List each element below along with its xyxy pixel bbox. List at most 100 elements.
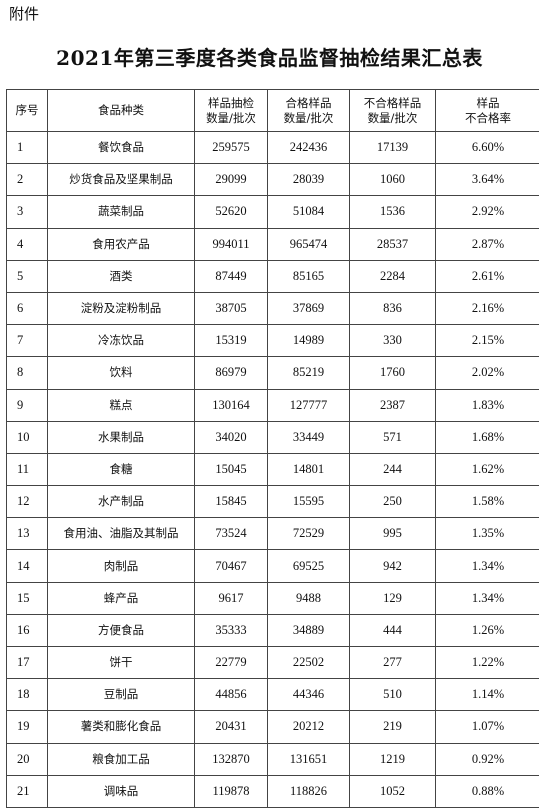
cell-seq: 20 [6, 742, 48, 776]
cell-unqualified: 1760 [349, 356, 436, 390]
cell-category: 方便食品 [47, 613, 195, 648]
table-header: 序号 食品种类 样品抽检 数量/批次 合格样品 数量/批次 不合格样品 数量/批… [6, 89, 539, 132]
cell-unqualified: 277 [349, 645, 436, 680]
table-row: 5 酒类 87449 85165 2284 2.61% [6, 259, 539, 293]
cell-qualified: 9488 [267, 581, 350, 615]
cell-seq: 7 [6, 324, 48, 358]
cell-rate: 1.34% [435, 549, 539, 583]
cell-seq: 1 [6, 130, 48, 165]
cell-seq: 4 [6, 227, 48, 261]
table-row: 7 冷冻饮品 15319 14989 330 2.15% [6, 324, 539, 358]
table-row: 3 蔬菜制品 52620 51084 1536 2.92% [6, 195, 539, 229]
cell-qualified: 28039 [267, 163, 350, 197]
cell-qualified: 131651 [267, 742, 350, 776]
cell-seq: 11 [6, 452, 48, 487]
cell-rate: 1.34% [435, 581, 539, 615]
cell-seq: 10 [6, 420, 48, 454]
cell-qualified: 20212 [267, 710, 350, 744]
header-seq-label: 序号 [15, 103, 39, 117]
header-sampled: 样品抽检 数量/批次 [194, 89, 268, 132]
header-rate-line2: 不合格率 [465, 110, 511, 125]
cell-seq: 21 [6, 774, 48, 808]
table-row: 21 调味品 119878 118826 1052 0.88% [6, 774, 539, 808]
cell-rate: 1.22% [435, 645, 539, 680]
cell-qualified: 44346 [267, 678, 350, 712]
header-qualified-line1: 合格样品 [285, 95, 332, 110]
cell-sampled: 38705 [194, 291, 268, 326]
table-row: 20 粮食加工品 132870 131651 1219 0.92% [6, 742, 539, 776]
cell-seq: 6 [6, 291, 48, 326]
cell-seq: 3 [6, 195, 48, 229]
cell-category: 饮料 [47, 356, 195, 390]
table-row: 10 水果制品 34020 33449 571 1.68% [6, 420, 539, 454]
cell-seq: 9 [6, 388, 48, 422]
cell-category: 蔬菜制品 [47, 195, 195, 229]
cell-rate: 0.92% [435, 742, 539, 776]
cell-qualified: 14989 [267, 324, 350, 358]
table-row: 19 薯类和膨化食品 20431 20212 219 1.07% [6, 710, 539, 744]
cell-rate: 1.35% [435, 517, 539, 551]
header-sampled-line1: 样品抽检 [208, 95, 254, 110]
cell-unqualified: 510 [349, 678, 436, 712]
cell-sampled: 132870 [194, 742, 268, 776]
cell-rate: 2.61% [435, 259, 539, 293]
cell-rate: 0.88% [435, 774, 539, 808]
cell-unqualified: 330 [349, 324, 436, 358]
cell-rate: 6.60% [435, 130, 539, 165]
cell-qualified: 34889 [267, 613, 350, 648]
header-rate-line1: 样品 [476, 95, 500, 110]
cell-qualified: 22502 [267, 645, 350, 680]
table-row: 8 饮料 86979 85219 1760 2.02% [6, 356, 539, 390]
cell-unqualified: 250 [349, 485, 436, 519]
cell-qualified: 37869 [267, 291, 350, 326]
cell-category: 粮食加工品 [47, 742, 195, 776]
cell-category: 水果制品 [47, 420, 195, 454]
cell-category: 餐饮食品 [47, 130, 195, 165]
cell-unqualified: 1060 [349, 163, 436, 197]
table-row: 13 食用油、油脂及其制品 73524 72529 995 1.35% [6, 517, 539, 551]
cell-category: 薯类和膨化食品 [47, 710, 195, 744]
summary-table: 序号 食品种类 样品抽检 数量/批次 合格样品 数量/批次 不合格样品 数量/批… [6, 89, 539, 808]
cell-seq: 18 [6, 678, 48, 712]
cell-sampled: 52620 [194, 195, 268, 229]
cell-category: 水产制品 [47, 485, 195, 519]
cell-unqualified: 995 [349, 517, 436, 551]
table-row: 12 水产制品 15845 15595 250 1.58% [6, 485, 539, 519]
header-seq: 序号 [6, 89, 48, 132]
table-row: 1 餐饮食品 259575 242436 17139 6.60% [6, 130, 539, 165]
table-row: 9 糕点 130164 127777 2387 1.83% [6, 388, 539, 422]
cell-unqualified: 219 [349, 710, 436, 744]
cell-seq: 17 [6, 645, 48, 680]
table-row: 17 饼干 22779 22502 277 1.22% [6, 645, 539, 680]
table-body: 1 餐饮食品 259575 242436 17139 6.60% 2 炒货食品及坚果制品 290… [6, 130, 539, 808]
cell-rate: 2.87% [435, 227, 539, 261]
cell-unqualified: 1219 [349, 742, 436, 776]
cell-sampled: 20431 [194, 710, 268, 744]
page-title: 2021年第三季度各类食品监督抽检结果汇总表 [56, 46, 483, 70]
header-category: 食品种类 [47, 89, 195, 132]
cell-category: 冷冻饮品 [47, 324, 195, 358]
cell-unqualified: 571 [349, 420, 436, 454]
cell-sampled: 994011 [194, 227, 268, 261]
header-sampled-line2: 数量/批次 [206, 110, 256, 125]
table-row: 6 淀粉及淀粉制品 38705 37869 836 2.16% [6, 291, 539, 326]
cell-unqualified: 2284 [349, 259, 436, 293]
cell-sampled: 259575 [194, 130, 268, 165]
cell-rate: 2.15% [435, 324, 539, 358]
cell-qualified: 118826 [267, 774, 350, 808]
cell-qualified: 69525 [267, 549, 350, 583]
cell-rate: 1.14% [435, 678, 539, 712]
table-row: 14 肉制品 70467 69525 942 1.34% [6, 549, 539, 583]
attachment-label: 附件 [9, 5, 40, 23]
cell-qualified: 127777 [267, 388, 350, 422]
cell-unqualified: 28537 [349, 227, 436, 261]
cell-sampled: 119878 [194, 774, 268, 808]
cell-category: 蜂产品 [47, 581, 195, 615]
cell-sampled: 29099 [194, 163, 268, 197]
cell-unqualified: 17139 [349, 130, 436, 165]
cell-sampled: 15845 [194, 485, 268, 519]
cell-unqualified: 1052 [349, 774, 436, 808]
cell-sampled: 9617 [194, 581, 268, 615]
cell-sampled: 73524 [194, 517, 268, 551]
cell-category: 淀粉及淀粉制品 [47, 291, 195, 326]
